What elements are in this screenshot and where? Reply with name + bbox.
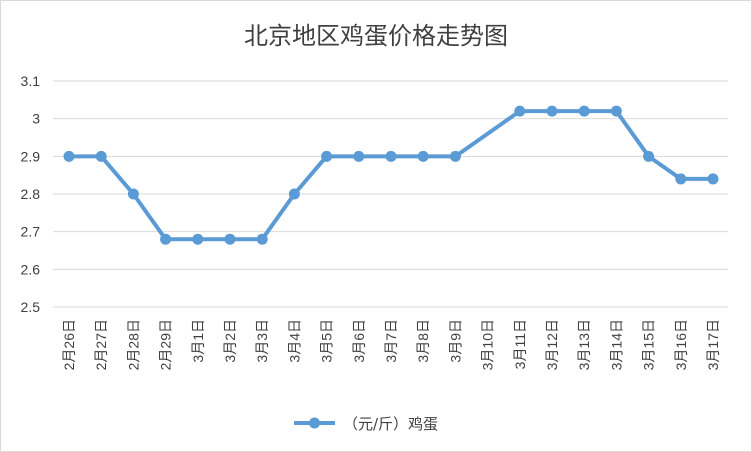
x-tick-label: 3月2日: [222, 319, 238, 363]
data-point: [578, 105, 590, 117]
x-tick-label: 3月17日: [705, 319, 721, 370]
y-tick-label: 2.7: [21, 224, 41, 240]
data-point: [321, 150, 333, 162]
chart-title: 北京地区鸡蛋价格走势图: [244, 22, 508, 50]
x-tick-label: 3月13日: [576, 319, 592, 370]
legend-dot-marker: [309, 417, 320, 429]
data-point: [256, 233, 268, 245]
x-tick-label: 2月27日: [93, 319, 109, 370]
legend-label: （元/斤）鸡蛋: [343, 415, 438, 433]
data-point: [449, 150, 461, 162]
gridlines: [53, 80, 728, 308]
y-tick-label: 2.8: [21, 186, 41, 202]
data-point: [160, 233, 172, 245]
x-axis-tick-labels: 2月26日 2月27日 2月28日 2月29日 3月1日 3月2日 3月3日 3月4日 3月5日…: [61, 319, 721, 370]
data-point: [63, 150, 75, 162]
data-point: [643, 150, 655, 162]
data-point: [127, 188, 139, 200]
x-tick-label: 3月16日: [673, 319, 689, 370]
x-tick-label: 2月28日: [125, 319, 141, 370]
data-point: [707, 173, 719, 185]
data-point: [675, 173, 687, 185]
y-tick-label: 2.6: [21, 261, 41, 277]
x-tick-label: 3月4日: [286, 319, 302, 363]
y-tick-label: 2.5: [21, 299, 41, 315]
series-line: [69, 109, 713, 242]
data-point: [353, 150, 365, 162]
y-tick-label: 3.1: [21, 73, 41, 89]
data-point: [610, 105, 622, 117]
x-tick-label: 3月9日: [447, 319, 463, 363]
x-tick-label: 3月10日: [480, 319, 496, 370]
data-point: [417, 150, 429, 162]
x-tick-label: 3月3日: [254, 319, 270, 363]
data-point: [224, 233, 236, 245]
x-tick-label: 3月7日: [383, 319, 399, 363]
data-point: [385, 150, 397, 162]
x-tick-label: 2月29日: [158, 319, 174, 370]
x-tick-label: 3月15日: [641, 319, 657, 370]
y-tick-label: 3: [32, 111, 40, 127]
x-tick-label: 2月26日: [61, 319, 77, 370]
data-point: [288, 188, 300, 200]
x-tick-label: 3月12日: [544, 319, 560, 370]
x-tick-label: 3月1日: [190, 319, 206, 363]
series-group: [63, 105, 719, 245]
data-point: [192, 233, 204, 245]
x-tick-label: 3月6日: [351, 319, 367, 363]
y-tick-label: 2.9: [21, 148, 41, 164]
data-point: [546, 105, 558, 117]
legend: （元/斤）鸡蛋: [294, 415, 438, 433]
data-point: [514, 105, 526, 117]
x-tick-label: 3月5日: [319, 319, 335, 363]
data-point: [95, 150, 107, 162]
x-tick-label: 3月14日: [608, 319, 624, 370]
x-tick-label: 3月8日: [415, 319, 431, 363]
x-tick-label: 3月11日: [512, 319, 528, 369]
y-axis-tick-labels: 2.5 2.6 2.7 2.8 2.9 3 3.1: [21, 73, 41, 315]
